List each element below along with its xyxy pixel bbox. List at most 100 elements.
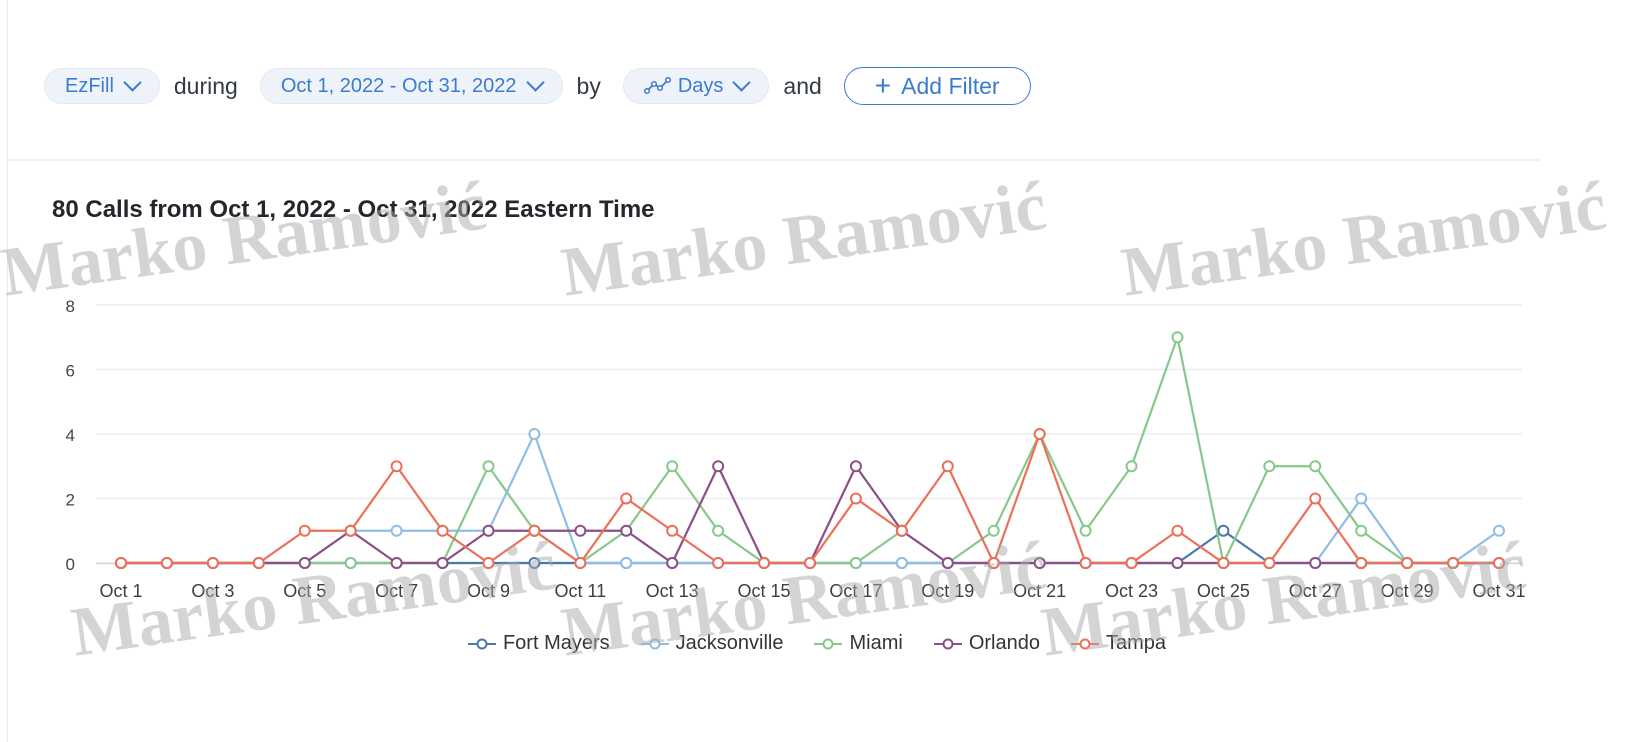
data-point [160,557,173,569]
data-point [987,524,1000,537]
legend-item[interactable]: Tampa [1070,632,1166,655]
data-point [1263,460,1276,473]
data-point [1171,524,1184,537]
data-point [390,524,403,537]
data-point [1309,460,1322,473]
data-point [1033,428,1046,440]
data-point [1217,524,1230,537]
x-tick-label: Oct 23 [1105,581,1158,601]
x-tick-label: Oct 17 [829,581,882,601]
data-point [1033,557,1046,569]
legend-item[interactable]: Miami [813,632,903,655]
add-filter-button[interactable]: + Add Filter [843,67,1031,105]
product-dropdown-label: EzFill [65,74,114,97]
legend-marker-icon [933,638,962,649]
data-point [1171,557,1184,569]
chart-title: 80 Calls from Oct 1, 2022 - Oct 31, 2022… [52,196,655,223]
data-point [482,557,495,569]
granularity-label: Days [677,74,724,97]
data-point [849,492,862,505]
x-tick-label: Oct 25 [1197,581,1250,601]
line-chart: 0 2 4 6 8 Oct 1 Oct 3 Oct 5 Oct 7 Oct 9 Oct 11 Oct … [66,297,1526,601]
x-tick-label: Oct 21 [1013,581,1066,601]
data-point [1355,557,1368,569]
date-range-label: Oct 1, 2022 - Oct 31, 2022 [280,74,517,97]
data-point [666,460,679,473]
data-point [1217,557,1230,569]
x-tick-label: Oct 15 [738,581,791,601]
data-point [344,557,357,569]
data-point [1309,492,1322,505]
x-tick-label: Oct 13 [646,581,699,601]
plus-icon: + [874,70,892,101]
x-tick-label: Oct 19 [921,581,974,601]
x-tick-label: Oct 3 [191,581,234,601]
data-point [1309,557,1322,569]
by-label: by [576,72,601,99]
add-filter-label: Add Filter [901,72,1000,99]
y-tick-label: 8 [66,297,75,316]
y-tick-label: 2 [66,491,75,510]
data-point [436,557,449,569]
series-line [121,465,1499,565]
legend-marker-icon [467,638,496,649]
data-point [712,557,725,569]
chart-legend: Fort Mayers Jacksonville Miami Orlando Tampa [0,632,1633,655]
chevron-down-icon [732,73,752,92]
data-point [620,524,633,537]
x-tick-label: Oct 7 [375,581,418,601]
filter-bar: EzFill during Oct 1, 2022 - Oct 31, 2022… [44,66,1031,106]
data-point [528,428,541,440]
product-dropdown[interactable]: EzFill [44,68,160,104]
legend-marker-icon [814,638,843,649]
data-point [252,557,265,569]
legend-marker-icon [640,638,669,649]
data-point [895,557,908,569]
data-point [987,557,1000,569]
data-point [712,524,725,537]
data-point [849,557,862,569]
data-point [1355,492,1368,505]
data-point [758,557,771,569]
data-point [344,524,357,537]
data-point [1171,331,1184,344]
data-point [1493,557,1505,569]
data-point [941,557,954,569]
granularity-dropdown[interactable]: Days [622,68,770,104]
data-point [115,557,127,569]
x-tick-label: Oct 31 [1472,581,1525,601]
data-point [1401,557,1414,569]
divider [8,159,1540,161]
data-point [436,524,449,537]
y-tick-label: 0 [66,555,75,574]
data-point [1355,524,1368,537]
x-tick-label: Oct 9 [467,581,510,601]
legend-marker-icon [1070,638,1099,649]
data-point [712,460,725,473]
data-point [390,557,403,569]
data-point [528,557,541,569]
chevron-down-icon [525,73,545,92]
legend-item[interactable]: Jacksonville [640,632,784,655]
y-tick-label: 6 [66,362,75,381]
and-label: and [783,72,822,99]
legend-label: Jacksonville [675,632,784,654]
data-point [941,460,954,473]
left-border [7,0,8,742]
data-point [1125,557,1138,569]
data-point [574,557,587,569]
date-range-dropdown[interactable]: Oct 1, 2022 - Oct 31, 2022 [259,68,563,104]
legend-item[interactable]: Fort Mayers [467,632,610,655]
x-tick-label: Oct 5 [283,581,326,601]
data-point [298,524,311,537]
data-point [620,557,633,569]
data-point [1125,460,1138,473]
legend-item[interactable]: Orlando [933,632,1040,655]
data-point [804,557,816,569]
x-tick-label: Oct 1 [99,581,142,601]
during-label: during [173,72,238,99]
data-point [1079,524,1092,537]
legend-label: Miami [849,632,903,654]
data-point [666,524,679,537]
data-point [1079,557,1092,569]
